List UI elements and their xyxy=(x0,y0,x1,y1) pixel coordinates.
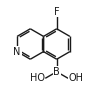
Text: HO: HO xyxy=(30,73,45,83)
Text: N: N xyxy=(13,47,21,57)
Text: OH: OH xyxy=(69,73,84,83)
Text: F: F xyxy=(54,7,59,17)
Text: B: B xyxy=(53,67,60,77)
